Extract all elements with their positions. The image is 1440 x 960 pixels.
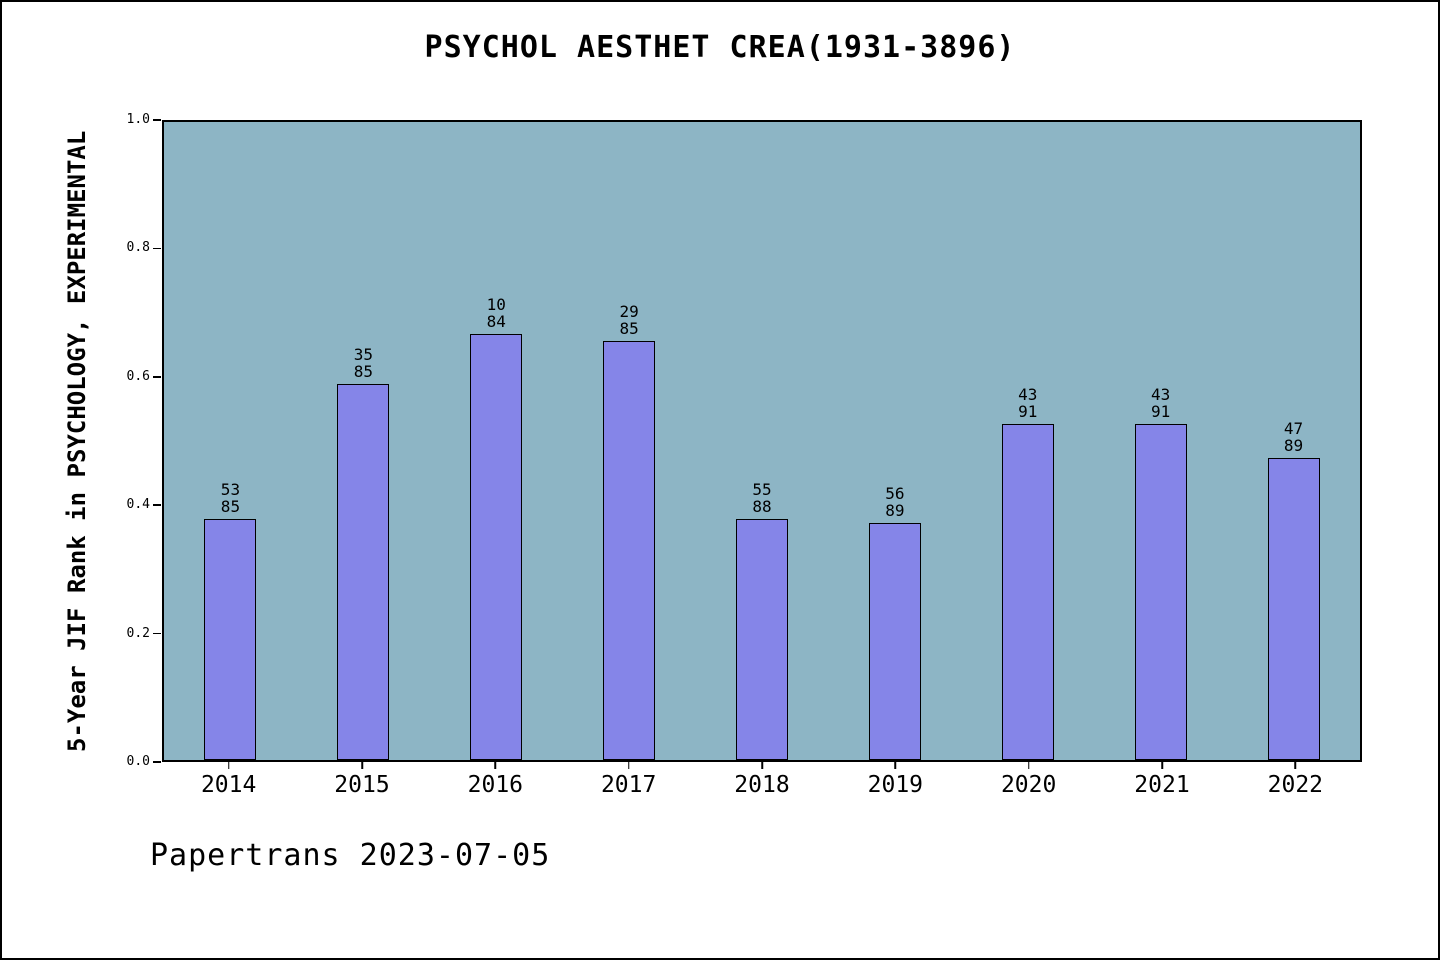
y-tick-mark — [153, 247, 161, 250]
y-tick-mark — [153, 376, 161, 378]
x-tick-mark — [361, 762, 363, 769]
bar — [204, 519, 257, 760]
watermark-text: Papertrans 2023-07-05 — [150, 838, 551, 873]
bar-label-denominator: 85 — [220, 497, 241, 517]
bar-value-label: 10 84 — [487, 296, 506, 330]
x-tick-mark — [1027, 762, 1030, 769]
y-tick-label: 0.8 — [126, 240, 150, 256]
bar-label-numerator: 56 — [885, 483, 905, 503]
y-tick-mark — [153, 119, 161, 121]
x-tick-mark — [627, 762, 630, 769]
x-tick-mark — [227, 762, 230, 769]
y-tick-label: 0.2 — [126, 625, 150, 641]
bar-value-label: 29 85 — [619, 303, 638, 337]
plot-area: 53 85 35 85 10 84 29 85 55 88 56 89 43 91 43 91 47 89 — [162, 120, 1362, 762]
bar-label-numerator: 53 — [220, 480, 241, 500]
x-axis: 2014 2015 2016 2017 2018 2019 2020 2021 2022 — [162, 762, 1362, 822]
bar-value-label: 55 88 — [752, 481, 771, 515]
chart-title: PSYCHOL AESTHET CREA(1931-3896) — [424, 30, 1016, 65]
bar-label-denominator: 85 — [619, 318, 639, 338]
y-tick-label: 0.4 — [126, 497, 150, 513]
bar — [1267, 458, 1320, 760]
x-tick-label: 2015 — [334, 772, 390, 798]
y-tick-label: 1.0 — [126, 112, 150, 127]
bar-label-numerator: 29 — [619, 301, 639, 321]
bar — [1134, 423, 1187, 760]
x-tick-label: 2021 — [1134, 772, 1190, 798]
bar-value-label: 47 89 — [1284, 420, 1303, 454]
x-tick-label: 2022 — [1267, 772, 1324, 798]
y-tick-label: 0.6 — [126, 368, 150, 384]
x-tick-label: 2020 — [1000, 772, 1057, 798]
bar-label-denominator: 84 — [486, 311, 506, 331]
x-tick-label: 2018 — [734, 772, 790, 798]
bar-label-denominator: 89 — [885, 500, 905, 520]
y-axis-title: 5-Year JIF Rank in PSYCHOLOGY, EXPERIMEN… — [63, 130, 91, 752]
y-tick-label: 0.0 — [126, 754, 150, 769]
bar-value-label: 35 85 — [354, 346, 373, 380]
y-tick-mark — [153, 504, 161, 506]
bar-value-label: 43 91 — [1151, 386, 1170, 420]
bar — [603, 340, 656, 760]
bar — [736, 519, 788, 760]
x-tick-mark — [761, 762, 763, 769]
x-tick-mark — [494, 762, 497, 769]
bar-label-numerator: 47 — [1283, 419, 1304, 439]
bar — [470, 333, 523, 760]
x-tick-mark — [894, 762, 897, 769]
bar-label-numerator: 43 — [1151, 384, 1171, 404]
bar-label-numerator: 35 — [353, 345, 373, 365]
x-tick-label: 2019 — [867, 772, 924, 798]
x-tick-mark — [1294, 762, 1297, 769]
bar-label-denominator: 91 — [1018, 401, 1038, 421]
y-tick-mark — [153, 761, 161, 763]
bar-label-denominator: 91 — [1151, 401, 1171, 421]
bar-label-denominator: 89 — [1283, 436, 1304, 456]
x-tick-label: 2014 — [200, 772, 257, 798]
y-tick-mark — [153, 632, 161, 635]
bar-value-label: 56 89 — [885, 485, 904, 519]
x-tick-label: 2016 — [467, 772, 524, 798]
bar-value-label: 53 85 — [221, 481, 240, 515]
bar-label-numerator: 55 — [752, 480, 772, 500]
bar-label-denominator: 88 — [752, 497, 772, 517]
x-tick-label: 2017 — [600, 772, 657, 798]
x-tick-mark — [1161, 762, 1163, 769]
bar-value-label: 43 91 — [1018, 386, 1037, 420]
bars-container: 53 85 35 85 10 84 29 85 55 88 56 89 43 91 43 91 47 89 — [164, 122, 1360, 760]
bar-label-denominator: 85 — [353, 362, 373, 382]
bar-label-numerator: 43 — [1018, 384, 1038, 404]
bar — [337, 384, 390, 760]
bar — [1001, 423, 1054, 760]
bar-label-numerator: 10 — [486, 294, 506, 314]
bar — [868, 522, 921, 760]
